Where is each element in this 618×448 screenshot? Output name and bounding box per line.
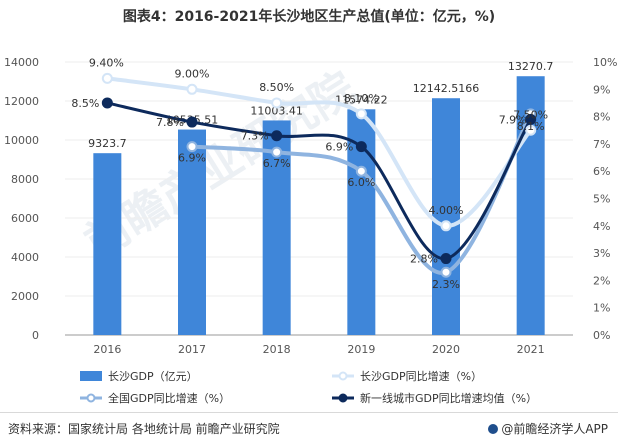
legend-label: 新一线城市GDP同比增速均值（%） [360,391,537,405]
legend-label: 长沙GDP（亿元） [108,370,198,383]
gridlines [65,61,573,336]
right-tick-label: 3% [593,247,610,260]
right-tick-label: 9% [593,83,610,96]
left-tick-label: 12000 [4,95,39,108]
legend-swatch-marker [338,393,348,403]
x-tick-label: 2019 [347,343,375,356]
series-value-label: 2.8% [410,253,438,266]
series-value-label: 6.0% [347,176,375,189]
legend: 长沙GDP（亿元） 长沙GDP同比增速（%） 全国GDP同比增速（%） 新一线城市GD… [80,369,537,405]
x-tick-label: 2021 [517,343,545,356]
right-axis-ticks: 0% 1% 2% 3% 4% 5% 6% 7% 8% 9% 10% [593,56,617,342]
legend-swatch-marker [338,371,348,381]
series-point [186,141,198,153]
series-value-label: 7.3% [241,130,269,143]
series-point [271,97,283,109]
series-point [355,141,367,153]
series-point [186,116,198,128]
chart-area: 0 2000 4000 6000 8000 10000 12000 14000 0% 1% 2% 3… [4,56,617,405]
bars [93,76,545,336]
series-value-label: 7.50% [513,108,548,121]
left-tick-label: 10000 [4,134,39,147]
series-point [440,220,452,232]
right-tick-label: 6% [593,165,610,178]
series-points [101,72,537,278]
series-point [101,72,113,84]
bar-value-label: 13270.7 [508,60,554,73]
series-point [271,146,283,158]
bar [93,153,122,335]
series-value-label: 8.5% [71,97,99,110]
series-point [271,130,283,142]
x-tick-label: 2018 [263,343,291,356]
series-value-label: 9.40% [89,56,124,69]
legend-swatch-marker [86,393,96,403]
bar-value-label: 11574.22 [335,93,388,106]
series-value-label: 7.8% [156,116,184,129]
x-axis-ticks: 2016 2017 2018 2019 2020 2021 [93,343,544,356]
legend-label: 长沙GDP同比增速（%） [360,369,482,383]
bar [178,129,206,335]
series-value-label: 6.9% [325,141,353,154]
series-labels: 9.40% 9.00% 8.50% 8.10% 4.00% 7.50% 6.9% 6.7% 6.… [71,56,548,291]
bar-value-label: 12142.5166 [413,82,479,95]
brand-label: @前瞻经济学人APP [501,422,608,436]
series-value-label: 8.50% [259,81,294,94]
series-point [525,124,537,136]
series-value-label: 2.3% [432,278,460,291]
series-point [355,165,367,177]
series-value-label: 7.9% [499,113,527,126]
left-tick-label: 14000 [4,56,39,69]
series-lines [105,76,533,275]
left-tick-label: 4000 [11,251,39,264]
footer: 资料来源：国家统计局 各地统计局 前瞻产业研究院 @前瞻经济学人APP [0,412,618,440]
brand: @前瞻经济学人APP [488,420,608,437]
bar-labels: 9323.710535.5111003.4111574.2212142.5166… [88,60,553,150]
series-value-label: 6.7% [263,157,291,170]
right-tick-label: 4% [593,220,610,233]
series-point [355,108,367,120]
left-tick-label: 0 [32,329,39,342]
bar-value-label: 11003.41 [250,104,303,117]
left-tick-label: 2000 [11,290,39,303]
right-tick-label: 5% [593,193,610,206]
legend-label: 全国GDP同比增速（%） [108,391,230,405]
right-tick-label: 0% [593,329,610,342]
series-value-label: 8.10% [344,92,379,105]
bar [432,98,460,336]
left-tick-label: 8000 [11,173,39,186]
legend-swatch [80,371,102,381]
right-tick-label: 10% [593,56,617,69]
series-point [440,253,452,265]
source-note: 资料来源：国家统计局 各地统计局 前瞻产业研究院 [8,422,280,436]
x-tick-label: 2017 [178,343,206,356]
series-value-label: 6.9% [178,152,206,165]
series-point [440,266,452,278]
series-point [525,113,537,125]
series-value-label: 4.00% [429,204,464,217]
series-line [190,111,533,275]
bar-value-label: 9323.7 [88,137,127,150]
right-tick-label: 1% [593,302,610,315]
x-tick-label: 2020 [432,343,460,356]
left-axis-ticks: 0 2000 4000 6000 8000 10000 12000 14000 [4,56,39,342]
series-point [101,97,113,109]
right-tick-label: 2% [593,274,610,287]
right-tick-label: 7% [593,138,610,151]
chart-title: 图表4：2016-2021年长沙地区生产总值(单位：亿元，%) [122,9,496,25]
brand-logo-icon [488,424,499,434]
x-tick-label: 2016 [93,343,121,356]
series-value-label: 8.1% [517,120,545,133]
series-value-label: 9.00% [175,67,210,80]
right-tick-label: 8% [593,111,610,124]
left-tick-label: 6000 [11,212,39,225]
series-point [186,83,198,95]
